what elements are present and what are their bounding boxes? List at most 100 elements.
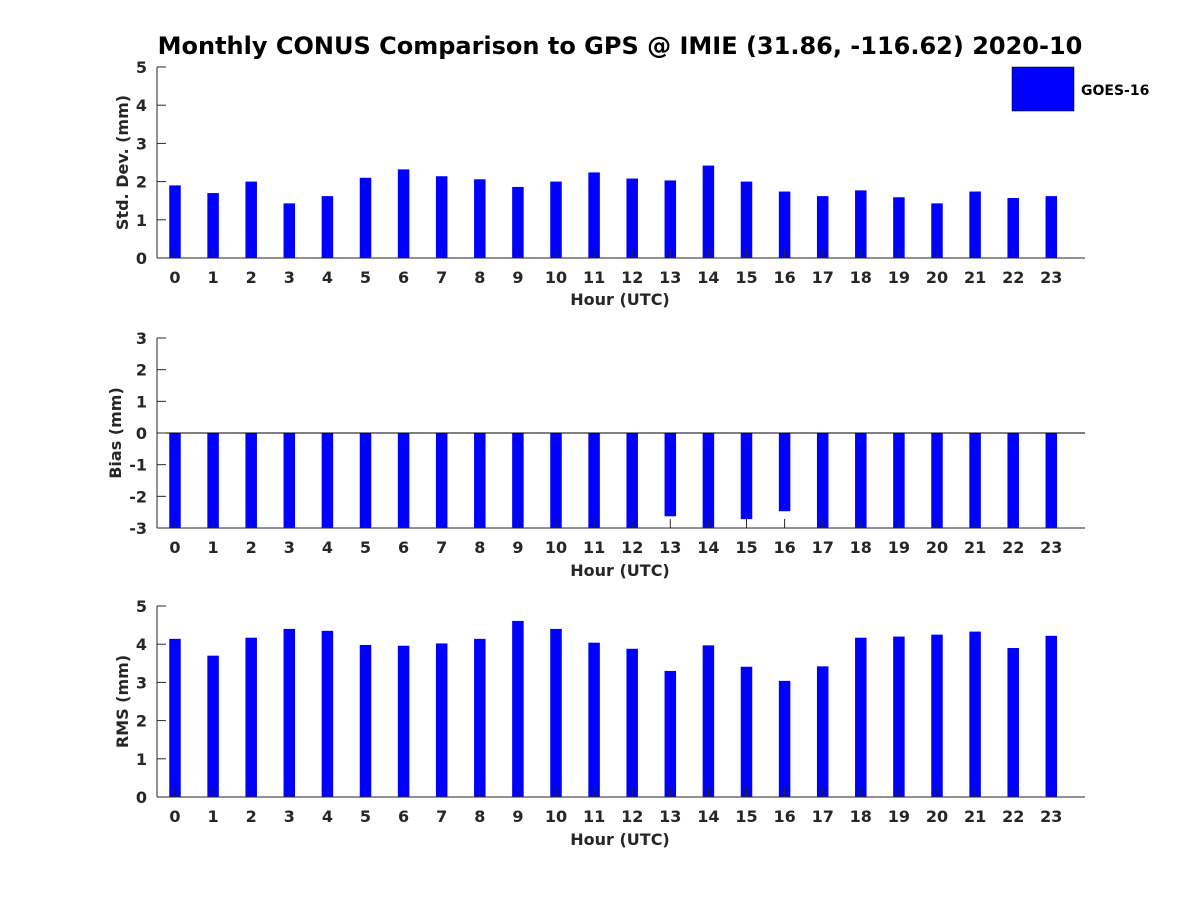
x-tick-label: 14 <box>697 807 719 826</box>
bar-rms-14 <box>702 645 715 797</box>
x-tick-label: 8 <box>474 807 485 826</box>
bar-rms-22 <box>1007 648 1019 797</box>
x-tick-label: 12 <box>621 807 643 826</box>
x-tick-label: 12 <box>621 538 643 557</box>
y-tick-label: -3 <box>129 519 147 538</box>
bar-std-dev-6 <box>397 169 410 258</box>
bar-rms-17 <box>816 666 829 797</box>
bar-std-dev-8 <box>474 179 486 258</box>
x-tick-label: 2 <box>246 538 257 557</box>
bar-rms-5 <box>359 644 372 797</box>
bar-bias-1 <box>207 433 219 528</box>
bar-bias-14 <box>702 433 715 528</box>
x-tick-label: 13 <box>659 807 681 826</box>
y-axis-label: Bias (mm) <box>106 387 125 479</box>
bar-rms-21 <box>969 631 981 797</box>
bar-rms-23 <box>1045 635 1058 797</box>
bar-bias-4 <box>321 433 334 528</box>
bar-bias-0 <box>169 433 181 528</box>
x-tick-label: 5 <box>360 268 371 287</box>
bar-bias-10 <box>550 433 562 528</box>
y-tick-label: 1 <box>136 750 147 769</box>
y-tick-label: 0 <box>136 788 147 807</box>
y-tick-label: -1 <box>129 456 147 475</box>
bar-bias-7 <box>435 433 448 528</box>
bar-std-dev-12 <box>626 178 638 258</box>
x-tick-label: 6 <box>398 807 409 826</box>
x-tick-label: 4 <box>322 807 333 826</box>
bar-std-dev-0 <box>169 185 181 258</box>
bar-rms-2 <box>245 637 257 797</box>
x-tick-label: 4 <box>322 268 333 287</box>
bar-bias-8 <box>474 433 486 528</box>
x-tick-label: 18 <box>850 268 872 287</box>
bar-rms-20 <box>931 634 943 797</box>
y-axis-label: Std. Dev. (mm) <box>113 95 132 230</box>
x-tick-label: 15 <box>735 268 757 287</box>
bar-std-dev-13 <box>664 180 677 258</box>
bar-bias-20 <box>931 433 943 528</box>
y-tick-label: 0 <box>136 424 147 443</box>
x-tick-label: 1 <box>208 268 219 287</box>
x-tick-label: 0 <box>169 807 180 826</box>
x-tick-label: 18 <box>850 807 872 826</box>
bar-std-dev-5 <box>359 177 372 258</box>
y-tick-label: 1 <box>136 211 147 230</box>
bar-bias-6 <box>397 433 410 528</box>
x-axis-label: Hour (UTC) <box>570 290 670 309</box>
bar-rms-4 <box>321 630 334 797</box>
bar-bias-11 <box>588 433 600 528</box>
x-tick-label: 0 <box>169 538 180 557</box>
bar-bias-23 <box>1045 433 1058 528</box>
bar-rms-1 <box>207 655 219 797</box>
y-tick-label: -2 <box>129 487 147 506</box>
x-axis-label: Hour (UTC) <box>570 830 670 849</box>
bar-bias-9 <box>512 433 524 528</box>
bar-rms-19 <box>893 636 905 797</box>
x-tick-label: 7 <box>436 268 447 287</box>
bar-bias-12 <box>626 433 638 528</box>
x-tick-label: 7 <box>436 538 447 557</box>
y-tick-label: 3 <box>136 673 147 692</box>
x-tick-label: 5 <box>360 538 371 557</box>
bar-std-dev-7 <box>435 176 448 258</box>
x-tick-label: 0 <box>169 268 180 287</box>
bar-std-dev-19 <box>893 197 905 258</box>
legend-label: GOES-16 <box>1081 83 1149 99</box>
x-tick-label: 23 <box>1040 268 1062 287</box>
x-tick-label: 1 <box>208 807 219 826</box>
bar-rms-10 <box>550 628 562 797</box>
bar-std-dev-22 <box>1007 198 1019 258</box>
bar-std-dev-18 <box>855 190 867 258</box>
figure-title: Monthly CONUS Comparison to GPS @ IMIE (… <box>158 32 1083 60</box>
x-tick-label: 15 <box>735 538 757 557</box>
x-tick-label: 7 <box>436 807 447 826</box>
x-tick-label: 19 <box>888 807 910 826</box>
x-tick-label: 4 <box>322 538 333 557</box>
x-tick-label: 22 <box>1002 807 1024 826</box>
bar-bias-19 <box>893 433 905 528</box>
x-tick-label: 20 <box>926 807 948 826</box>
y-tick-label: 1 <box>136 392 147 411</box>
y-tick-label: 3 <box>136 329 147 348</box>
x-tick-label: 21 <box>964 807 986 826</box>
x-tick-label: 23 <box>1040 538 1062 557</box>
bar-bias-18 <box>855 433 867 528</box>
x-tick-label: 6 <box>398 268 409 287</box>
x-tick-label: 9 <box>512 268 523 287</box>
bar-bias-13 <box>664 433 677 517</box>
x-tick-label: 12 <box>621 268 643 287</box>
bar-std-dev-23 <box>1045 196 1058 258</box>
x-tick-label: 23 <box>1040 807 1062 826</box>
x-tick-label: 22 <box>1002 268 1024 287</box>
x-tick-label: 3 <box>284 807 295 826</box>
x-tick-label: 11 <box>583 538 605 557</box>
bar-rms-13 <box>664 670 677 797</box>
y-tick-label: 0 <box>136 249 147 268</box>
x-tick-label: 20 <box>926 538 948 557</box>
y-tick-label: 5 <box>136 58 147 77</box>
bar-rms-16 <box>778 680 791 797</box>
bar-rms-11 <box>588 642 600 797</box>
